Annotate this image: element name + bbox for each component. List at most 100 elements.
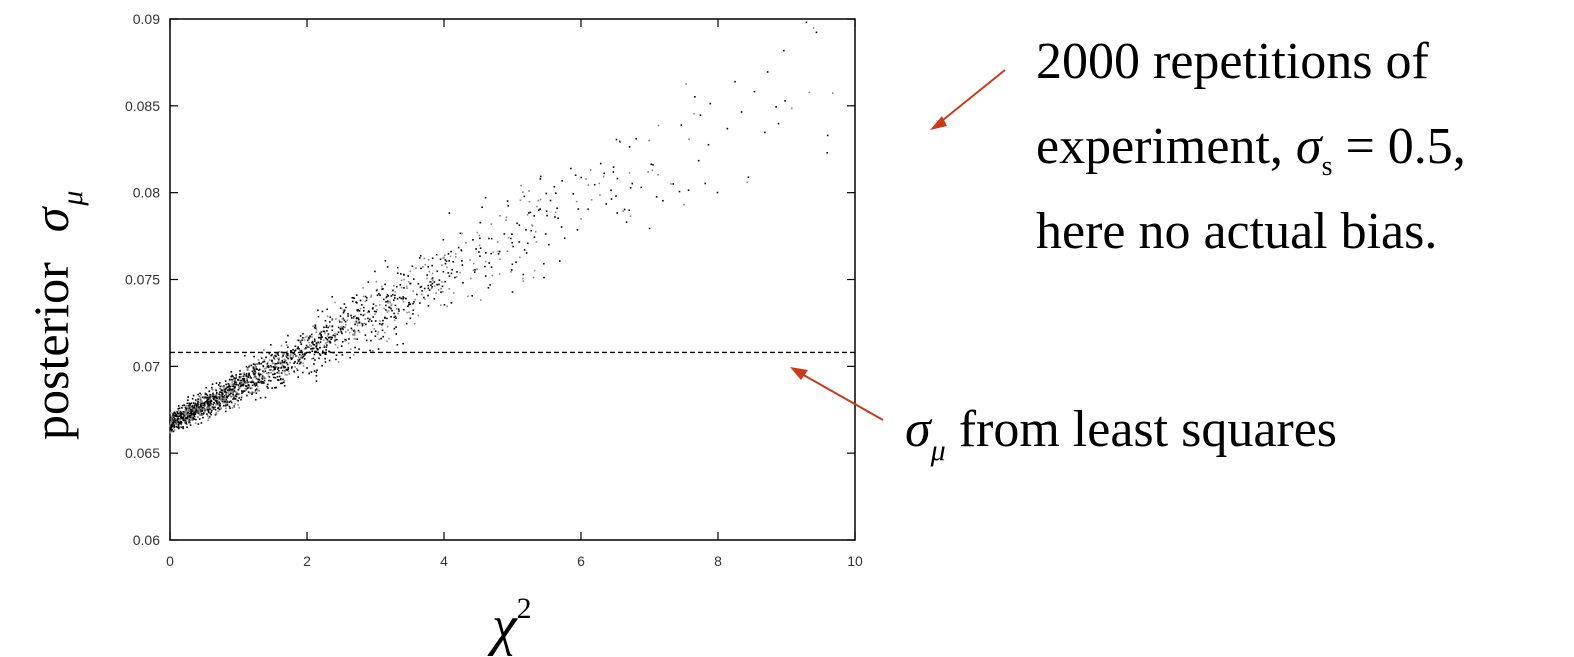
scatter-point [678,190,681,193]
scatter-point [193,404,196,407]
scatter-point [243,372,245,374]
scatter-point [265,372,268,375]
scatter-point [244,381,247,383]
scatter-point [777,122,780,125]
scatter-point [248,373,250,375]
scatter-point [347,315,349,317]
scatter-point [385,297,387,299]
scatter-point [243,383,246,386]
scatter-point [563,237,566,239]
scatter-point [328,337,330,339]
scatter-point [249,392,251,394]
scatter-point [220,407,222,409]
scatter-point [379,320,381,322]
scatter-point [382,319,384,322]
scatter-point [375,280,378,283]
scatter-point [253,391,255,394]
scatter-point [241,392,243,394]
scatter-point [324,337,327,339]
x-tick-label: 6 [577,553,585,569]
scatter-point [344,324,347,326]
scatter-point [213,396,216,399]
scatter-point [203,411,205,414]
scatter-point [207,408,209,411]
scatter-point [693,112,695,115]
scatter-point [242,383,244,386]
scatter-point [257,373,260,375]
scatter-point [479,247,482,249]
annotation-bottom: σμ from least squares [905,401,1337,467]
scatter-point [376,333,379,335]
scatter-point [602,175,605,178]
scatter-point [287,367,290,369]
scatter-point [250,377,253,379]
scatter-point [365,299,368,302]
scatter-point [315,344,318,347]
scatter-point [212,397,215,400]
scatter-point [318,336,321,339]
scatter-point [248,374,250,377]
scatter-point [570,167,572,170]
scatter-point [235,375,238,378]
scatter-point [315,345,318,348]
scatter-point [192,408,195,411]
scatter-point [232,392,234,394]
scatter-point [257,378,260,381]
scatter-point [628,172,631,174]
scatter-point [310,348,312,350]
scatter-point [270,354,273,357]
scatter-point [302,365,305,367]
scatter-point [287,357,289,360]
scatter-point [305,348,307,350]
scatter-point [233,383,235,385]
scatter-point [331,324,334,327]
scatter-point [239,373,242,375]
scatter-point [263,368,266,370]
scatter-point [204,401,207,403]
scatter-point [331,325,334,328]
scatter-point [298,347,300,350]
scatter-point [219,388,222,390]
scatter-point [283,370,286,373]
scatter-point [283,381,285,384]
y-tick-label: 0.07 [133,358,160,374]
scatter-point [341,354,344,356]
scatter-point [197,406,200,408]
scatter-point [427,287,430,290]
scatter-point [305,344,308,347]
scatter-point [253,355,255,358]
scatter-point [430,287,433,290]
scatter-point [192,417,195,419]
scatter-point [556,207,558,210]
scatter-point [215,396,218,399]
scatter-point [498,273,501,275]
scatter-point [373,328,376,330]
scatter-point [635,137,637,140]
scatter-point [628,146,631,148]
scatter-point [356,324,359,327]
scatter-point [228,390,230,393]
scatter-point [339,321,341,323]
scatter-point [417,283,420,285]
scatter-point [270,380,272,382]
scatter-point [371,307,374,310]
scatter-point [248,384,250,387]
scatter-point [286,350,288,353]
scatter-point [299,335,302,337]
scatter-point [352,330,355,332]
scatter-point [233,377,235,379]
scatter-point [392,284,395,287]
scatter-point [298,360,301,363]
scatter-point [314,325,317,327]
scatter-point [295,355,298,357]
scatter-point [533,269,536,272]
scatter-point [396,307,398,310]
scatter-point [580,218,582,220]
x-axis-label-chi: χ [487,595,518,657]
scatter-point [239,370,241,372]
scatter-point [419,257,421,259]
scatter-point [215,382,218,384]
scatter-point [190,417,193,419]
scatter-point [178,427,180,429]
scatter-point [657,173,659,176]
